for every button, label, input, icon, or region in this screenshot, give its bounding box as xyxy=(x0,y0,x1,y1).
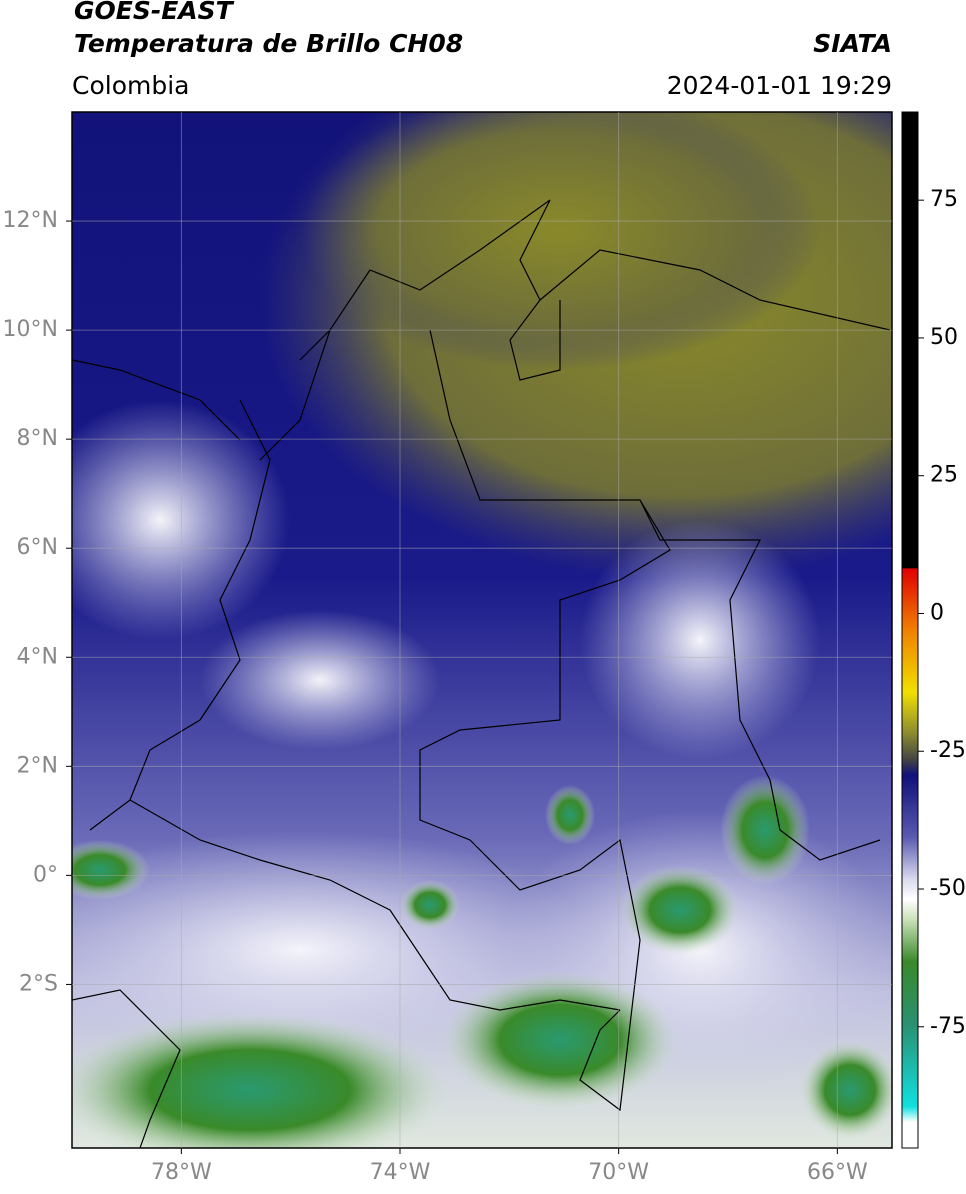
x-tick-label: 70°W xyxy=(588,1160,649,1185)
y-tick-label: 8°N xyxy=(17,426,58,451)
datetime: 2024-01-01 19:29 xyxy=(667,71,892,100)
x-tick-label: 74°W xyxy=(370,1160,431,1185)
colorbar-tick-label: 25 xyxy=(930,463,958,488)
map-frame xyxy=(71,111,893,1149)
subtitle: Temperatura de Brillo CH08 xyxy=(74,29,463,58)
colorbar-tick-label: -50 xyxy=(930,876,966,901)
y-tick-label: 2°N xyxy=(17,753,58,778)
y-tick-label: 2°S xyxy=(19,971,58,996)
colorbar-tick-label: 50 xyxy=(930,325,958,350)
x-tick-label: 66°W xyxy=(807,1160,868,1185)
colorbar-tick-label: 75 xyxy=(930,187,958,212)
satellite-image xyxy=(72,112,892,1148)
y-tick-label: 6°N xyxy=(17,535,58,560)
y-tick-label: 0° xyxy=(33,862,58,887)
colorbar xyxy=(901,111,919,1149)
source: SIATA xyxy=(813,29,892,58)
y-tick-label: 10°N xyxy=(3,317,58,342)
region: Colombia xyxy=(72,71,189,100)
x-tick-label: 78°W xyxy=(151,1160,212,1185)
colorbar-tick-label: 0 xyxy=(930,600,944,625)
colorbar-tick-label: -75 xyxy=(930,1014,966,1039)
colorbar-tick-label: -25 xyxy=(930,738,966,763)
y-tick-label: 4°N xyxy=(17,644,58,669)
title: GOES-EAST xyxy=(74,0,235,25)
y-tick-label: 12°N xyxy=(3,208,58,233)
